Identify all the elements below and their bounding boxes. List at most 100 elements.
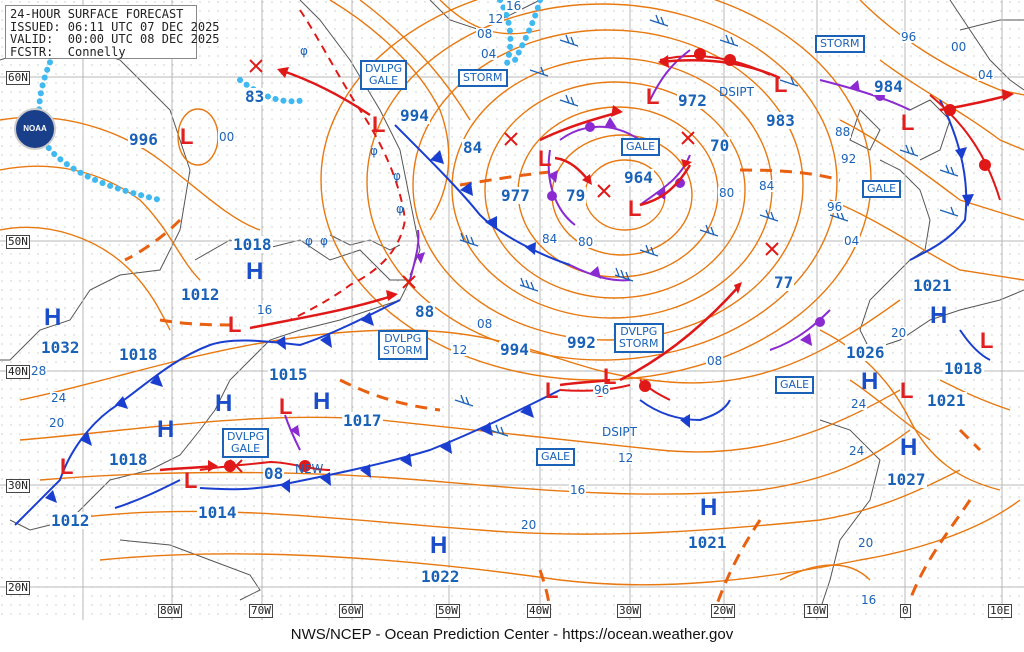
pressure-value: 984 [873,77,904,96]
warning-box-storm: STORM [458,69,508,87]
pressure-value: 88 [414,302,436,321]
isobar-label: 04 [977,68,995,82]
pressure-value: 994 [499,340,530,359]
pressure-value: 1015 [268,365,309,384]
pressure-value: 08 [263,464,285,483]
lon-label-40w: 40W [527,604,551,618]
lat-label-40n: 40N [6,365,30,379]
pressure-value: 1017 [342,411,383,430]
low-center-marker: L [60,454,74,479]
svg-text:φ: φ [305,234,313,248]
high-center-marker: H [430,532,448,559]
pressure-value: 79 [565,186,587,205]
high-center-marker: H [215,390,233,417]
isobar-label: 16 [569,483,587,497]
warning-box-gale: GALE [775,376,815,394]
pressure-value: 1026 [845,343,886,362]
isobar-label: 96 [826,200,844,214]
isobar-label: 08 [476,317,494,331]
high-center-marker: H [900,434,918,461]
lon-label-60w: 60W [339,604,363,618]
isobar-label: 80 [577,235,595,249]
occluded-fronts [284,49,911,451]
low-center-marker: L [372,112,386,137]
header-valid: VALID: 00:00 UTC 08 DEC 2025 [10,32,220,46]
low-center-marker: L [646,84,660,109]
pressure-value: 983 [765,111,796,130]
low-center-marker: L [900,378,914,403]
isobar-label: 20 [520,518,538,532]
pressure-value: 964 [623,168,654,187]
new-note: NEW [295,462,324,476]
pressure-value: 994 [399,106,430,125]
svg-text:φ: φ [300,44,308,58]
dsipt-note: DSIPT [602,425,637,439]
isobar-label: 20 [857,536,875,550]
svg-text:φ: φ [320,234,328,248]
low-center-marker: L [279,394,293,419]
pressure-value: 84 [462,138,484,157]
pressure-value: 1014 [197,503,238,522]
forecast-header: 24-HOUR SURFACE FORECAST ISSUED: 06:11 U… [5,5,220,59]
lat-label-30n: 30N [6,479,30,493]
pressure-value: 1021 [687,533,728,552]
isobar-label: 96 [900,30,918,44]
pressure-value: 996 [128,130,159,149]
isobar-label: 20 [48,416,66,430]
isobar-label: 12 [451,343,469,357]
phi-symbols: φ φ φ φ φ φ [300,44,404,248]
lon-label-10e: 10E [988,604,1012,618]
isobar-label: 04 [843,234,861,248]
lat-label-50n: 50N [6,235,30,249]
header-issued: ISSUED: 06:11 UTC 07 DEC 2025 [10,19,220,34]
wind-barbs [454,14,959,437]
isobar-label: 20 [890,326,908,340]
lon-label-20w: 20W [711,604,735,618]
pressure-value: 1018 [108,450,149,469]
high-center-marker: H [313,388,331,415]
high-center-marker: H [700,494,718,521]
isobar-label: 96 [593,383,611,397]
noaa-logo: NOAA [14,108,56,150]
low-center-marker: L [180,124,194,149]
header-title: 24-HOUR SURFACE FORECAST [10,7,184,21]
isobar-label: 80 [718,186,736,200]
isobar-label: 08 [706,354,724,368]
warning-box-gale: GALE [621,138,661,156]
svg-text:φ: φ [370,144,378,158]
pressure-value: 1021 [926,391,967,410]
low-center-marker: L [184,468,198,493]
footer-credit: NWS/NCEP - Ocean Prediction Center - htt… [0,623,1024,652]
isobar-label: 92 [840,152,858,166]
lon-label-30w: 30W [617,604,641,618]
isobar-label: 12 [487,12,505,26]
pressure-value: 1018 [232,235,273,254]
high-center-marker: H [246,258,264,285]
warning-box-gale: GALE [862,180,902,198]
lat-label-20n: 20N [6,581,30,595]
lon-label-50w: 50W [436,604,460,618]
pressure-value: 1021 [912,276,953,295]
pressure-value: 977 [500,186,531,205]
lat-label-60n: 60N [6,71,30,85]
low-center-marker: L [628,196,642,221]
pressure-value: 992 [566,333,597,352]
dsipt-note: DSIPT [719,85,754,99]
pressure-value: 1027 [886,470,927,489]
low-center-marker: L [545,378,559,403]
isobar-label: 88 [834,125,852,139]
low-center-marker: L [603,364,617,389]
isobar-label: 84 [758,179,776,193]
low-center-marker: L [774,72,788,97]
storm-tracks [159,59,1011,472]
x-markers [229,59,779,473]
header-forecaster: FCSTR: Connelly [10,44,126,59]
cold-fronts [14,99,991,526]
isobar-label: 08 [476,27,494,41]
svg-text:φ: φ [396,202,404,216]
pressure-value: 1022 [420,567,461,586]
isobar-label: 16 [505,0,523,13]
svg-text:φ: φ [393,169,401,183]
low-center-marker: L [901,110,915,135]
pressure-value: 1018 [943,359,984,378]
